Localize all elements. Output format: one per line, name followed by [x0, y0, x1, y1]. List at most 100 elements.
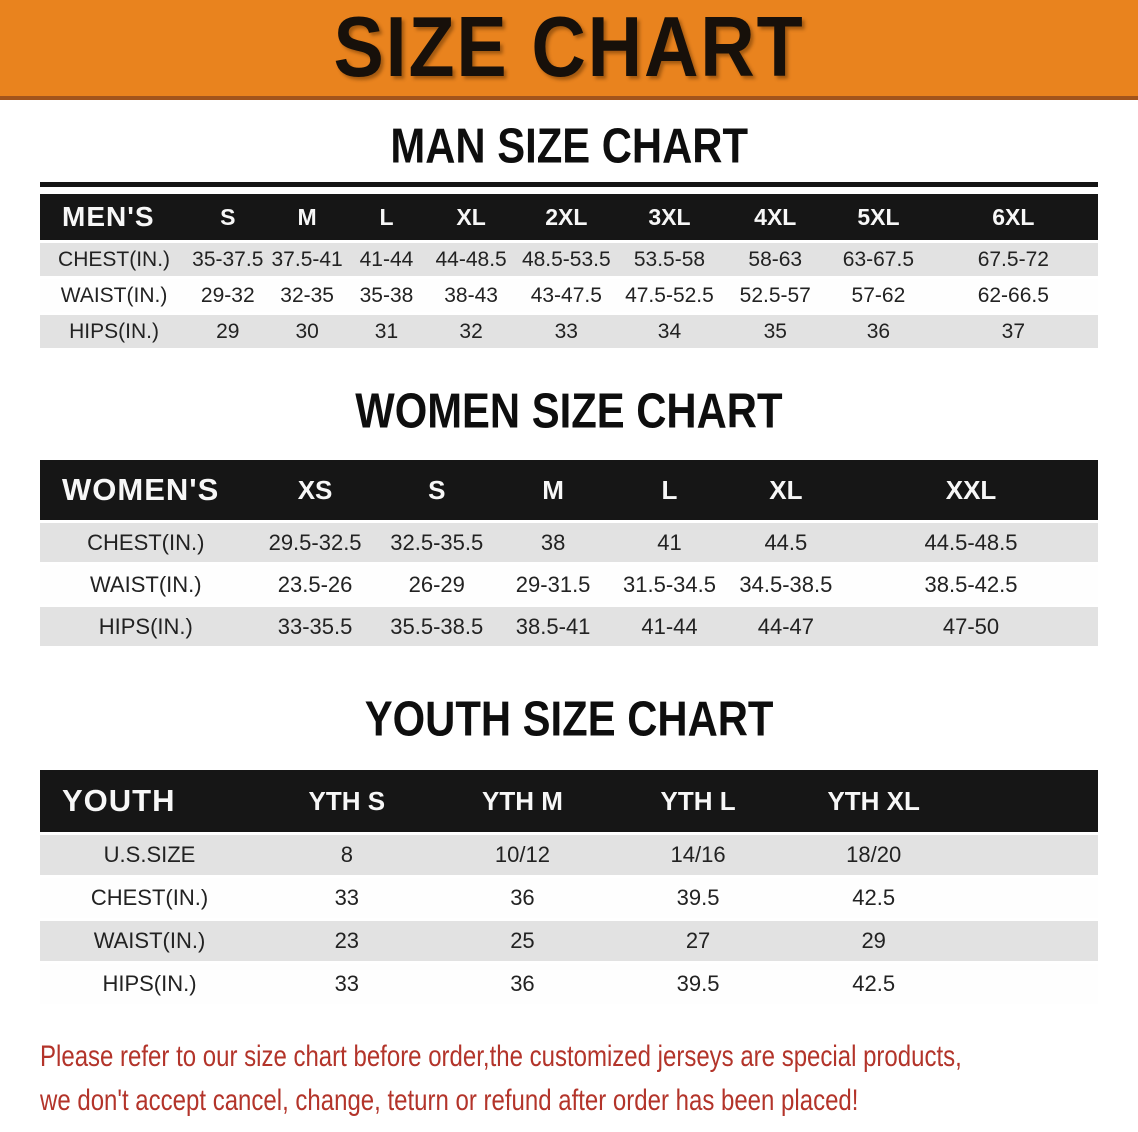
- value-cell: 26-29: [378, 565, 495, 604]
- value-cell: 34: [616, 315, 723, 348]
- value-cell: 42.5: [785, 964, 962, 1004]
- row-label: HIPS(IN.): [40, 607, 252, 646]
- value-cell: 47.5-52.5: [616, 279, 723, 312]
- value-cell: 23: [259, 921, 435, 961]
- filler-cell: [961, 921, 1098, 961]
- men-row-chest-in: CHEST(IN.) 35-37.5 37.5-41 41-44 44-48.5 48.5…: [40, 243, 1098, 276]
- value-cell: 38: [494, 523, 612, 562]
- table-wrap: MEN'S S M L XL 2XL 3XL 4XL 5XL 6XL CHEST(IN.) 35-3…: [40, 182, 1098, 351]
- value-cell: 67.5-72: [928, 243, 1098, 276]
- value-cell: 31: [346, 315, 427, 348]
- banner-title: SIZE CHART: [333, 0, 805, 95]
- section-title: MAN SIZE CHART: [0, 119, 1138, 174]
- value-cell: 35: [722, 315, 829, 348]
- value-cell: 47-50: [844, 607, 1098, 646]
- value-cell: 44-48.5: [426, 243, 517, 276]
- section-women: WOMEN SIZE CHART WOMEN'S XS S M L XL XXL CHEST…: [0, 384, 1138, 649]
- men-column-header: XL: [426, 194, 517, 240]
- value-cell: 42.5: [785, 878, 962, 918]
- women-column-header: S: [378, 460, 495, 520]
- row-label: WAIST(IN.): [40, 565, 252, 604]
- men-section-title-text: MAN SIZE CHART: [390, 119, 748, 174]
- filler-cell: [961, 770, 1098, 832]
- row-label: CHEST(IN.): [40, 878, 259, 918]
- value-cell: 25: [434, 921, 611, 961]
- value-cell: 38-43: [426, 279, 517, 312]
- size-table: WOMEN'S XS S M L XL XXL CHEST(IN.) 29.5-32.5 32.…: [40, 457, 1098, 649]
- row-label: CHEST(IN.): [40, 523, 252, 562]
- value-cell: 41-44: [346, 243, 427, 276]
- table-header-row: MEN'S S M L XL 2XL 3XL 4XL 5XL 6XL: [40, 194, 1098, 240]
- men-corner-label: MEN'S: [40, 194, 189, 240]
- section-title: WOMEN SIZE CHART: [0, 384, 1138, 439]
- men-column-header: 4XL: [722, 194, 829, 240]
- note-line-1: Please refer to our size chart before or…: [40, 1040, 962, 1073]
- disclaimer-note: Please refer to our size chart before or…: [40, 1035, 1098, 1122]
- youth-row-waist-in: WAIST(IN.) 23 25 27 29: [40, 921, 1098, 961]
- value-cell: 35.5-38.5: [378, 607, 495, 646]
- value-cell: 35-38: [346, 279, 427, 312]
- men-row-hips-in: HIPS(IN.) 29 30 31 32 33 34 35 36 37: [40, 315, 1098, 348]
- value-cell: 44.5: [727, 523, 845, 562]
- value-cell: 41-44: [611, 607, 728, 646]
- value-cell: 63-67.5: [828, 243, 929, 276]
- men-column-header: 5XL: [828, 194, 929, 240]
- youth-column-header: YTH S: [259, 770, 435, 832]
- women-row-waist-in: WAIST(IN.) 23.5-26 26-29 29-31.5 31.5-34.5 34…: [40, 565, 1098, 604]
- size-sections: MAN SIZE CHART MEN'S S M L XL 2XL 3XL 4XL 5XL 6XL…: [0, 119, 1138, 1007]
- women-column-header: XS: [251, 460, 379, 520]
- value-cell: 29-32: [188, 279, 268, 312]
- women-column-header: XL: [727, 460, 845, 520]
- value-cell: 52.5-57: [722, 279, 829, 312]
- women-section-title-text: WOMEN SIZE CHART: [355, 384, 783, 439]
- banner: SIZE CHART: [0, 0, 1138, 100]
- section-title: YOUTH SIZE CHART: [0, 692, 1138, 747]
- men-column-header: 6XL: [928, 194, 1098, 240]
- row-label: HIPS(IN.): [40, 315, 189, 348]
- filler-cell: [961, 964, 1098, 1004]
- value-cell: 32-35: [267, 279, 347, 312]
- youth-column-header: YTH L: [610, 770, 786, 832]
- value-cell: 58-63: [722, 243, 829, 276]
- men-column-header: M: [267, 194, 347, 240]
- section-men: MAN SIZE CHART MEN'S S M L XL 2XL 3XL 4XL 5XL 6XL…: [0, 119, 1138, 351]
- filler-cell: [961, 878, 1098, 918]
- youth-corner-label: YOUTH: [40, 770, 259, 832]
- table-header-row: WOMEN'S XS S M L XL XXL: [40, 460, 1098, 520]
- value-cell: 43-47.5: [516, 279, 617, 312]
- youth-row-u-s-size: U.S.SIZE 8 10/12 14/16 18/20: [40, 835, 1098, 875]
- row-label: U.S.SIZE: [40, 835, 259, 875]
- youth-section-title-text: YOUTH SIZE CHART: [364, 692, 774, 747]
- size-table: YOUTH YTH S YTH M YTH L YTH XL U.S.SIZE 8 10/1…: [40, 767, 1098, 1007]
- men-row-waist-in: WAIST(IN.) 29-32 32-35 35-38 38-43 43-47.5 47.…: [40, 279, 1098, 312]
- youth-column-header: YTH XL: [785, 770, 962, 832]
- women-row-hips-in: HIPS(IN.) 33-35.5 35.5-38.5 38.5-41 41-44 44-…: [40, 607, 1098, 646]
- value-cell: 34.5-38.5: [727, 565, 845, 604]
- value-cell: 29: [785, 921, 962, 961]
- section-youth: YOUTH SIZE CHART YOUTH YTH S YTH M YTH L YTH…: [0, 692, 1138, 1007]
- value-cell: 44.5-48.5: [844, 523, 1098, 562]
- value-cell: 39.5: [610, 878, 786, 918]
- table-header-row: YOUTH YTH S YTH M YTH L YTH XL: [40, 770, 1098, 832]
- table-wrap: YOUTH YTH S YTH M YTH L YTH XL U.S.SIZE 8 10/1…: [40, 767, 1098, 1007]
- table-wrap: WOMEN'S XS S M L XL XXL CHEST(IN.) 29.5-32.5 32.…: [40, 457, 1098, 649]
- value-cell: 29: [188, 315, 268, 348]
- value-cell: 10/12: [434, 835, 611, 875]
- value-cell: 37: [928, 315, 1098, 348]
- value-cell: 36: [434, 964, 611, 1004]
- value-cell: 36: [434, 878, 611, 918]
- note-line-2: we don't accept cancel, change, teturn o…: [40, 1083, 859, 1117]
- value-cell: 53.5-58: [616, 243, 723, 276]
- value-cell: 38.5-42.5: [844, 565, 1098, 604]
- value-cell: 31.5-34.5: [611, 565, 728, 604]
- row-label: WAIST(IN.): [40, 279, 189, 312]
- women-column-header: M: [494, 460, 612, 520]
- value-cell: 36: [828, 315, 929, 348]
- youth-column-header: YTH M: [434, 770, 611, 832]
- size-table: MEN'S S M L XL 2XL 3XL 4XL 5XL 6XL CHEST(IN.) 35-3…: [40, 191, 1098, 351]
- value-cell: 48.5-53.5: [516, 243, 617, 276]
- value-cell: 62-66.5: [928, 279, 1098, 312]
- women-column-header: L: [611, 460, 728, 520]
- value-cell: 32.5-35.5: [378, 523, 495, 562]
- table-top-rule: [40, 182, 1098, 187]
